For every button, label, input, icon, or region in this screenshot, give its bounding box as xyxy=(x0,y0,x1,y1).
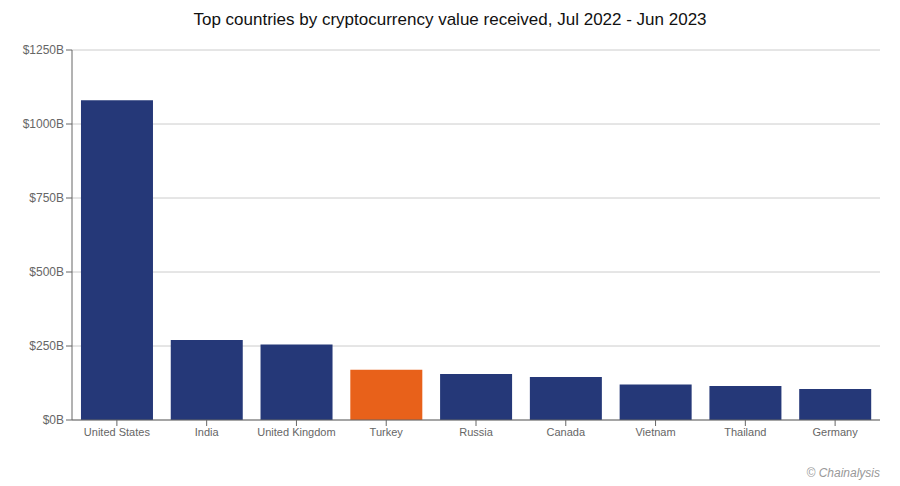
svg-text:$250B: $250B xyxy=(29,339,64,353)
svg-text:$1000B: $1000B xyxy=(23,117,64,131)
svg-text:Vietnam: Vietnam xyxy=(635,426,675,438)
svg-text:Turkey: Turkey xyxy=(370,426,404,438)
svg-text:$750B: $750B xyxy=(29,191,64,205)
svg-text:$0B: $0B xyxy=(43,413,64,427)
svg-text:$1250B: $1250B xyxy=(23,43,64,57)
html-text:Top countries by cryptocurrenc: Top countries by cryptocurrency value re… xyxy=(193,10,707,29)
svg-text:India: India xyxy=(195,426,220,438)
svg-text:$500B: $500B xyxy=(29,265,64,279)
svg-text:Russia: Russia xyxy=(459,426,494,438)
html-text:© Chainalysis: © Chainalysis xyxy=(806,466,880,480)
svg-text:Thailand: Thailand xyxy=(724,426,766,438)
svg-text:Canada: Canada xyxy=(547,426,586,438)
svg-text:United States: United States xyxy=(84,426,151,438)
svg-text:Germany: Germany xyxy=(812,426,858,438)
svg-text:United Kingdom: United Kingdom xyxy=(257,426,335,438)
